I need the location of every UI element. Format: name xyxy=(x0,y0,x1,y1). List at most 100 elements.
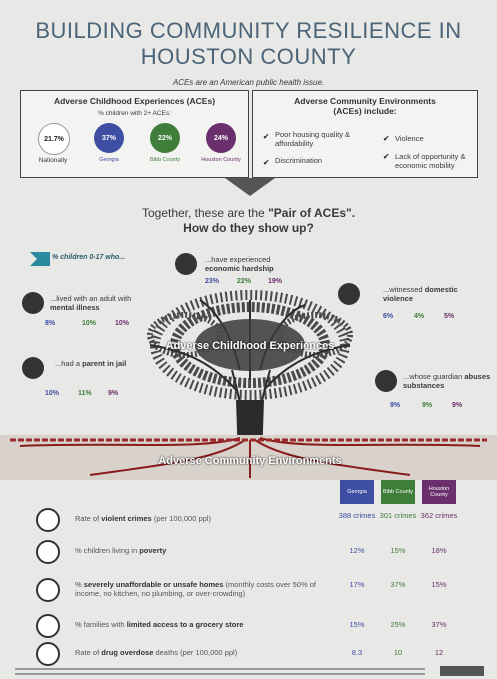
cell-value: 8.3 xyxy=(337,648,377,657)
text: Together, these are the xyxy=(142,206,265,220)
text: ...have experienced xyxy=(205,255,270,264)
bold-text: violent crimes xyxy=(101,514,151,523)
indicator-label: ...had a parent in jail xyxy=(55,359,150,368)
text: ...whose guardian xyxy=(403,372,462,381)
indicator-icon xyxy=(338,283,360,305)
row-icon xyxy=(36,508,60,532)
footer-rule xyxy=(15,673,425,675)
bold-text: economic hardship xyxy=(205,264,274,273)
cell-value: 388 crimes xyxy=(337,511,377,520)
infographic: BUILDING COMMUNITY RESILIENCE IN HOUSTON… xyxy=(0,0,497,679)
indicator-value: 9% xyxy=(422,402,432,409)
row-label: % children living in poverty xyxy=(75,546,325,555)
row-label: Rate of drug overdose deaths (per 100,00… xyxy=(75,648,325,657)
check-item: Lack of opportunity & economic mobility xyxy=(395,152,485,170)
roots-label: Adverse Community Environments xyxy=(100,455,400,467)
cell-value: 37% xyxy=(419,620,459,629)
cell-value: 17% xyxy=(337,580,377,589)
license-badge xyxy=(440,666,484,676)
row-label: % families with limited access to a groc… xyxy=(75,620,325,629)
box-title: Adverse Childhood Experiences (ACEs) xyxy=(21,96,248,106)
box-title: Adverse Community Environments (ACEs) in… xyxy=(283,96,447,116)
indicator-value: 10% xyxy=(115,320,129,327)
pair-question: How do they show up? xyxy=(0,221,497,235)
arrow xyxy=(225,178,275,196)
row-icon xyxy=(36,614,60,638)
footer-rule xyxy=(15,668,425,670)
title: BUILDING COMMUNITY RESILIENCE IN HOUSTON… xyxy=(20,18,477,70)
cell-value: 25% xyxy=(378,620,418,629)
row-label: Rate of violent crimes (per 100,000 ppl) xyxy=(75,514,325,523)
childhood-box: Adverse Childhood Experiences (ACEs) % c… xyxy=(20,90,249,178)
bold-text: mental illness xyxy=(50,303,100,312)
stat-circle: 22% xyxy=(150,123,180,153)
indicator-icon xyxy=(22,292,44,314)
indicator-value: 19% xyxy=(268,278,282,285)
cell-value: 10 xyxy=(378,648,418,657)
check-mark: ✔ xyxy=(263,158,269,167)
indicator-icon xyxy=(22,357,44,379)
check-mark: ✔ xyxy=(383,134,389,143)
stat-circle: 21.7% xyxy=(38,123,70,155)
indicator-value: 5% xyxy=(444,313,454,320)
check-item: Discrimination xyxy=(275,156,355,165)
column-header: Bibb County xyxy=(381,480,415,504)
check-list: ✔ Poor housing quality & affordability ✔ Vi… xyxy=(253,116,477,176)
text: deaths (per 100,000 ppl) xyxy=(155,648,237,657)
check-item: Violence xyxy=(395,134,475,143)
row-icon xyxy=(36,540,60,564)
text: ...had a xyxy=(55,359,80,368)
crown-label: Adverse Childhood Experiences xyxy=(150,340,350,352)
row-icon xyxy=(36,578,60,602)
bold-text: severely unaffordable or unsafe homes xyxy=(84,580,224,589)
bold-text: parent in jail xyxy=(82,359,126,368)
row-label: % severely unaffordable or unsafe homes … xyxy=(75,580,325,598)
circle-label: Georgia xyxy=(83,157,135,163)
cell-value: 15% xyxy=(337,620,377,629)
indicator-value: 11% xyxy=(78,390,92,397)
column-header: Houston County xyxy=(422,480,456,504)
cell-value: 301 crimes xyxy=(378,511,418,520)
circle-label: Nationally xyxy=(27,157,79,164)
text: Rate of xyxy=(75,514,99,523)
indicator-label: ...whose guardian abuses substances xyxy=(403,372,497,390)
indicator-icon xyxy=(375,370,397,392)
indicator-value: 8% xyxy=(45,320,55,327)
indicator-value: 9% xyxy=(108,390,118,397)
check-mark: ✔ xyxy=(383,152,389,161)
cell-value: 15% xyxy=(419,580,459,589)
bold-text: drug overdose xyxy=(101,648,153,657)
text: (per 100,000 ppl) xyxy=(154,514,211,523)
indicator-value: 10% xyxy=(45,390,59,397)
row-icon xyxy=(36,642,60,666)
indicator-label: ...lived with an adult with mental illne… xyxy=(50,294,135,312)
pair-line: Together, these are the "Pair of ACEs". xyxy=(0,206,497,220)
indicator-value: 23% xyxy=(205,278,219,285)
indicator-icon xyxy=(175,253,197,275)
indicator-value: 10% xyxy=(82,320,96,327)
cell-value: 18% xyxy=(419,546,459,555)
circle-label: Houston County xyxy=(195,157,247,163)
text: % children living in xyxy=(75,546,137,555)
cell-value: 37% xyxy=(378,580,418,589)
bold-text: "Pair of ACEs". xyxy=(268,206,355,220)
text: % families with xyxy=(75,620,125,629)
check-item: Poor housing quality & affordability xyxy=(275,130,355,148)
indicator-value: 22% xyxy=(237,278,251,285)
check-mark: ✔ xyxy=(263,132,269,141)
cell-value: 362 crimes xyxy=(419,511,459,520)
cell-value: 12 xyxy=(419,648,459,657)
community-box: Adverse Community Environments (ACEs) in… xyxy=(252,90,478,178)
indicator-label: ...witnessed domestic violence xyxy=(383,285,478,303)
cell-value: 12% xyxy=(337,546,377,555)
indicator-value: 9% xyxy=(452,402,462,409)
stat-circle: 37% xyxy=(94,123,124,153)
text: % xyxy=(75,580,82,589)
subtitle: ACEs are an American public health issue… xyxy=(0,78,497,87)
circle-label: Bibb County xyxy=(139,157,191,163)
cell-value: 15% xyxy=(378,546,418,555)
indicator-value: 4% xyxy=(414,313,424,320)
bold-text: limited access to a grocery store xyxy=(127,620,244,629)
indicator-value: 9% xyxy=(390,402,400,409)
